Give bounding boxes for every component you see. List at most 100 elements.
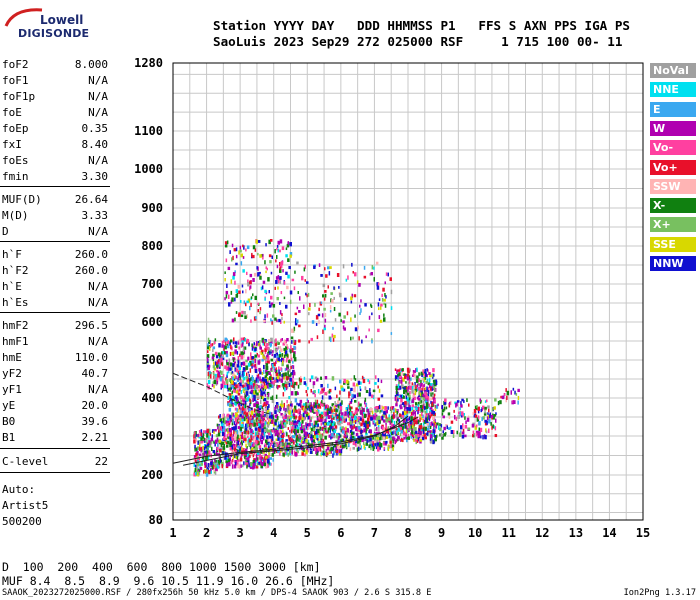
echo-point <box>255 431 257 436</box>
echo-point <box>390 406 392 411</box>
echo-point <box>330 337 332 343</box>
echo-point <box>278 446 281 451</box>
echo-point <box>207 456 210 461</box>
echo-point <box>194 444 196 449</box>
echo-point <box>260 350 263 355</box>
echo-point <box>252 454 255 458</box>
echo-point <box>257 378 259 384</box>
echo-point <box>265 447 267 451</box>
echo-point <box>326 446 330 451</box>
echo-point <box>324 451 327 456</box>
echo-point <box>395 424 397 429</box>
echo-point <box>217 447 219 451</box>
footer-bar: SAAOK_2023272025000.RSF / 280fx256h 50 k… <box>2 588 698 598</box>
echo-point <box>312 425 314 430</box>
echo-point <box>247 382 249 387</box>
param-label: h`F <box>2 248 22 261</box>
echo-point <box>212 365 216 369</box>
echo-point <box>231 421 234 426</box>
echo-point <box>362 415 364 420</box>
echo-point <box>214 340 216 345</box>
echo-point <box>255 409 257 414</box>
echo-point <box>400 430 403 434</box>
echo-point <box>303 448 305 452</box>
echo-point <box>261 408 265 412</box>
echo-point <box>267 277 270 282</box>
echo-point <box>266 353 269 358</box>
echo-point <box>293 410 295 415</box>
echo-point <box>258 271 261 277</box>
echo-point <box>418 372 420 377</box>
echo-point <box>431 373 435 378</box>
echo-point <box>256 440 259 444</box>
echo-point <box>286 442 289 447</box>
echo-point <box>398 395 401 398</box>
echo-point <box>214 376 217 380</box>
echo-point <box>258 445 262 449</box>
echo-point <box>416 383 419 388</box>
echo-point <box>352 382 356 387</box>
echo-point <box>258 419 260 423</box>
echo-point <box>399 375 402 379</box>
echo-point <box>385 295 387 299</box>
echo-point <box>215 377 219 382</box>
echo-point <box>351 262 353 267</box>
echo-point <box>221 445 224 451</box>
echo-point <box>311 409 314 413</box>
echo-point <box>420 379 422 385</box>
echo-point <box>254 458 258 462</box>
echo-point <box>402 431 406 436</box>
echo-point <box>202 431 205 436</box>
echo-point <box>292 339 295 343</box>
echo-point <box>322 439 324 442</box>
echo-point <box>480 399 483 403</box>
echo-point <box>235 421 238 426</box>
echo-point <box>372 447 374 451</box>
echo-point <box>394 375 398 380</box>
echo-point <box>461 434 465 439</box>
echo-point <box>302 420 304 424</box>
echo-point <box>490 422 492 426</box>
echo-point <box>494 434 498 438</box>
echo-point <box>229 403 232 408</box>
echo-point <box>290 381 293 386</box>
echo-point <box>253 449 256 454</box>
echo-point <box>325 418 327 423</box>
echo-point <box>242 464 244 468</box>
echo-point <box>316 399 319 404</box>
echo-point <box>257 395 260 399</box>
echo-point <box>388 417 391 421</box>
echo-point <box>369 422 371 427</box>
echo-point <box>372 415 375 419</box>
echo-point <box>514 390 516 395</box>
echo-point <box>427 429 430 433</box>
echo-point <box>312 428 316 431</box>
echo-point <box>232 418 234 423</box>
echo-point <box>291 380 295 384</box>
echo-point <box>425 406 427 410</box>
echo-point <box>314 404 317 409</box>
echo-point <box>255 239 259 244</box>
echo-point <box>506 395 508 400</box>
echo-point <box>331 403 334 407</box>
echo-point <box>215 439 218 444</box>
echo-point <box>379 319 383 323</box>
echo-point <box>237 415 239 418</box>
echo-point <box>309 446 313 451</box>
echo-point <box>243 371 245 377</box>
echo-point <box>331 435 333 439</box>
echo-point <box>425 395 428 400</box>
echo-point <box>280 338 282 343</box>
echo-point <box>327 448 329 453</box>
echo-point <box>310 375 314 380</box>
echo-point <box>394 368 397 371</box>
echo-point <box>463 400 465 403</box>
echo-point <box>406 438 408 443</box>
echo-point <box>412 394 414 398</box>
echo-point <box>336 416 339 420</box>
echo-point <box>266 416 270 420</box>
echo-point <box>280 443 283 447</box>
echo-point <box>213 470 216 474</box>
echo-point <box>419 372 422 376</box>
param-row: fxI 8.40 <box>2 138 108 154</box>
